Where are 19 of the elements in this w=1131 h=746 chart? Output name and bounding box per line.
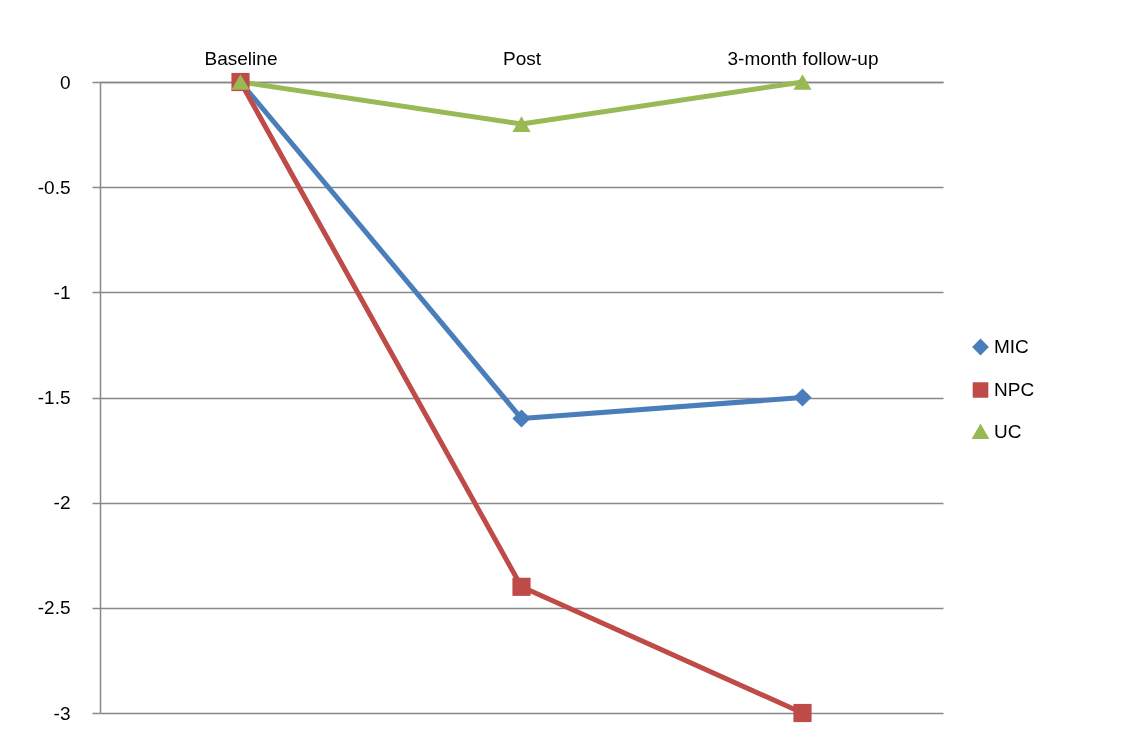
- point: [512, 409, 531, 428]
- legend-label: UC: [994, 421, 1022, 442]
- point: [793, 388, 812, 407]
- y-tick-label: -1.5: [37, 387, 71, 408]
- legend-label: MIC: [994, 336, 1029, 357]
- y-tick-label: -2.5: [37, 597, 71, 619]
- y-tick-label: 0: [59, 71, 71, 93]
- point: [793, 74, 812, 90]
- x-tick-label: Baseline: [204, 47, 278, 69]
- point: [512, 116, 531, 132]
- legend-label: NPC: [994, 379, 1035, 400]
- point: [512, 577, 531, 596]
- y-tick-label: -0.5: [37, 176, 71, 198]
- x-tick-label: 3-month follow-up: [727, 47, 879, 69]
- point: [793, 703, 812, 723]
- y-tick-label: -2: [53, 492, 71, 514]
- x-tick-label: Post: [502, 47, 542, 69]
- y-tick-label: -3: [53, 702, 71, 724]
- y-tick-label: -1: [53, 281, 71, 303]
